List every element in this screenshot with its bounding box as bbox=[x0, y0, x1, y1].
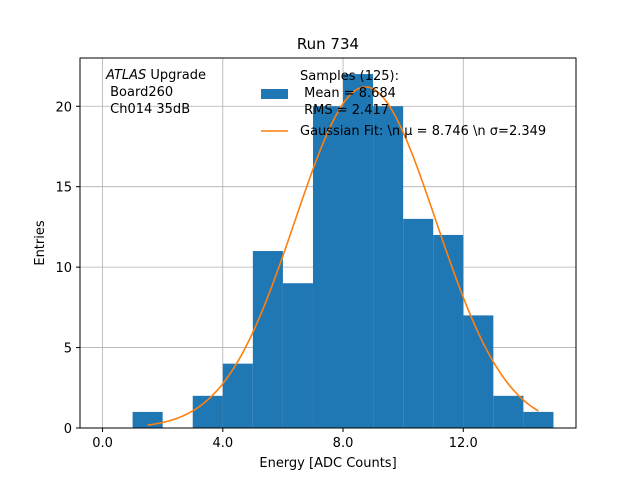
legend-hist-label-line-2: Mean = 8.684 bbox=[300, 86, 396, 101]
histogram-bar-8 bbox=[373, 106, 404, 429]
y-tick-label: 0 bbox=[64, 422, 72, 437]
histogram-bar-10 bbox=[433, 234, 464, 428]
x-tick-label: 0.0 bbox=[92, 436, 113, 451]
histogram-bar-12 bbox=[493, 395, 524, 428]
legend-fit-label: Gaussian Fit: \n μ = 8.746 \n σ=2.349 bbox=[300, 124, 546, 139]
plot-frame bbox=[79, 57, 577, 429]
legend-hist-label-line-1: Samples (125): bbox=[300, 69, 399, 84]
y-axis-label: Entries bbox=[33, 220, 48, 266]
x-tick-label: 12.0 bbox=[449, 436, 478, 451]
chart-title: Run 734 bbox=[297, 35, 359, 53]
y-tick-label: 10 bbox=[55, 261, 72, 276]
histogram-bar-2 bbox=[192, 395, 223, 428]
annotation-line-2: Board260 bbox=[106, 85, 173, 100]
gaussian-fit-curve bbox=[147, 86, 539, 426]
histogram-bar-0 bbox=[132, 411, 163, 428]
histogram-bar-9 bbox=[403, 218, 434, 428]
histogram-bar-3 bbox=[222, 363, 253, 428]
y-tick-label: 15 bbox=[55, 181, 72, 196]
gaussian-fit bbox=[147, 86, 539, 426]
legend-hist-swatch bbox=[261, 89, 288, 99]
histogram-bar-5 bbox=[282, 283, 313, 428]
annotation-line-3: Ch014 35dB bbox=[106, 102, 190, 117]
y-tick-label: 5 bbox=[64, 342, 72, 357]
histogram-bar-4 bbox=[252, 251, 283, 428]
legend: Samples (125): Mean = 8.684 RMS = 2.417 … bbox=[261, 69, 546, 139]
histogram-bar-13 bbox=[523, 411, 554, 428]
x-tick-label: 4.0 bbox=[212, 436, 233, 451]
histogram-bars bbox=[132, 74, 554, 429]
legend-hist-label-line-3: RMS = 2.417 bbox=[300, 103, 389, 118]
x-tick-label: 8.0 bbox=[333, 436, 354, 451]
y-tick-label: 20 bbox=[55, 100, 72, 115]
x-axis-ticks: 0.0 4.0 8.0 12.0 bbox=[92, 428, 478, 451]
y-axis-ticks: 0 5 10 15 20 bbox=[55, 100, 80, 437]
detector-annotation: ATLAS Upgrade Board260 Ch014 35dB bbox=[105, 68, 206, 117]
annotation-line-1: ATLAS Upgrade bbox=[105, 68, 206, 83]
histogram-bar-6 bbox=[312, 106, 344, 429]
x-axis-label: Energy [ADC Counts] bbox=[259, 456, 396, 471]
histogram-bar-7 bbox=[343, 74, 374, 428]
